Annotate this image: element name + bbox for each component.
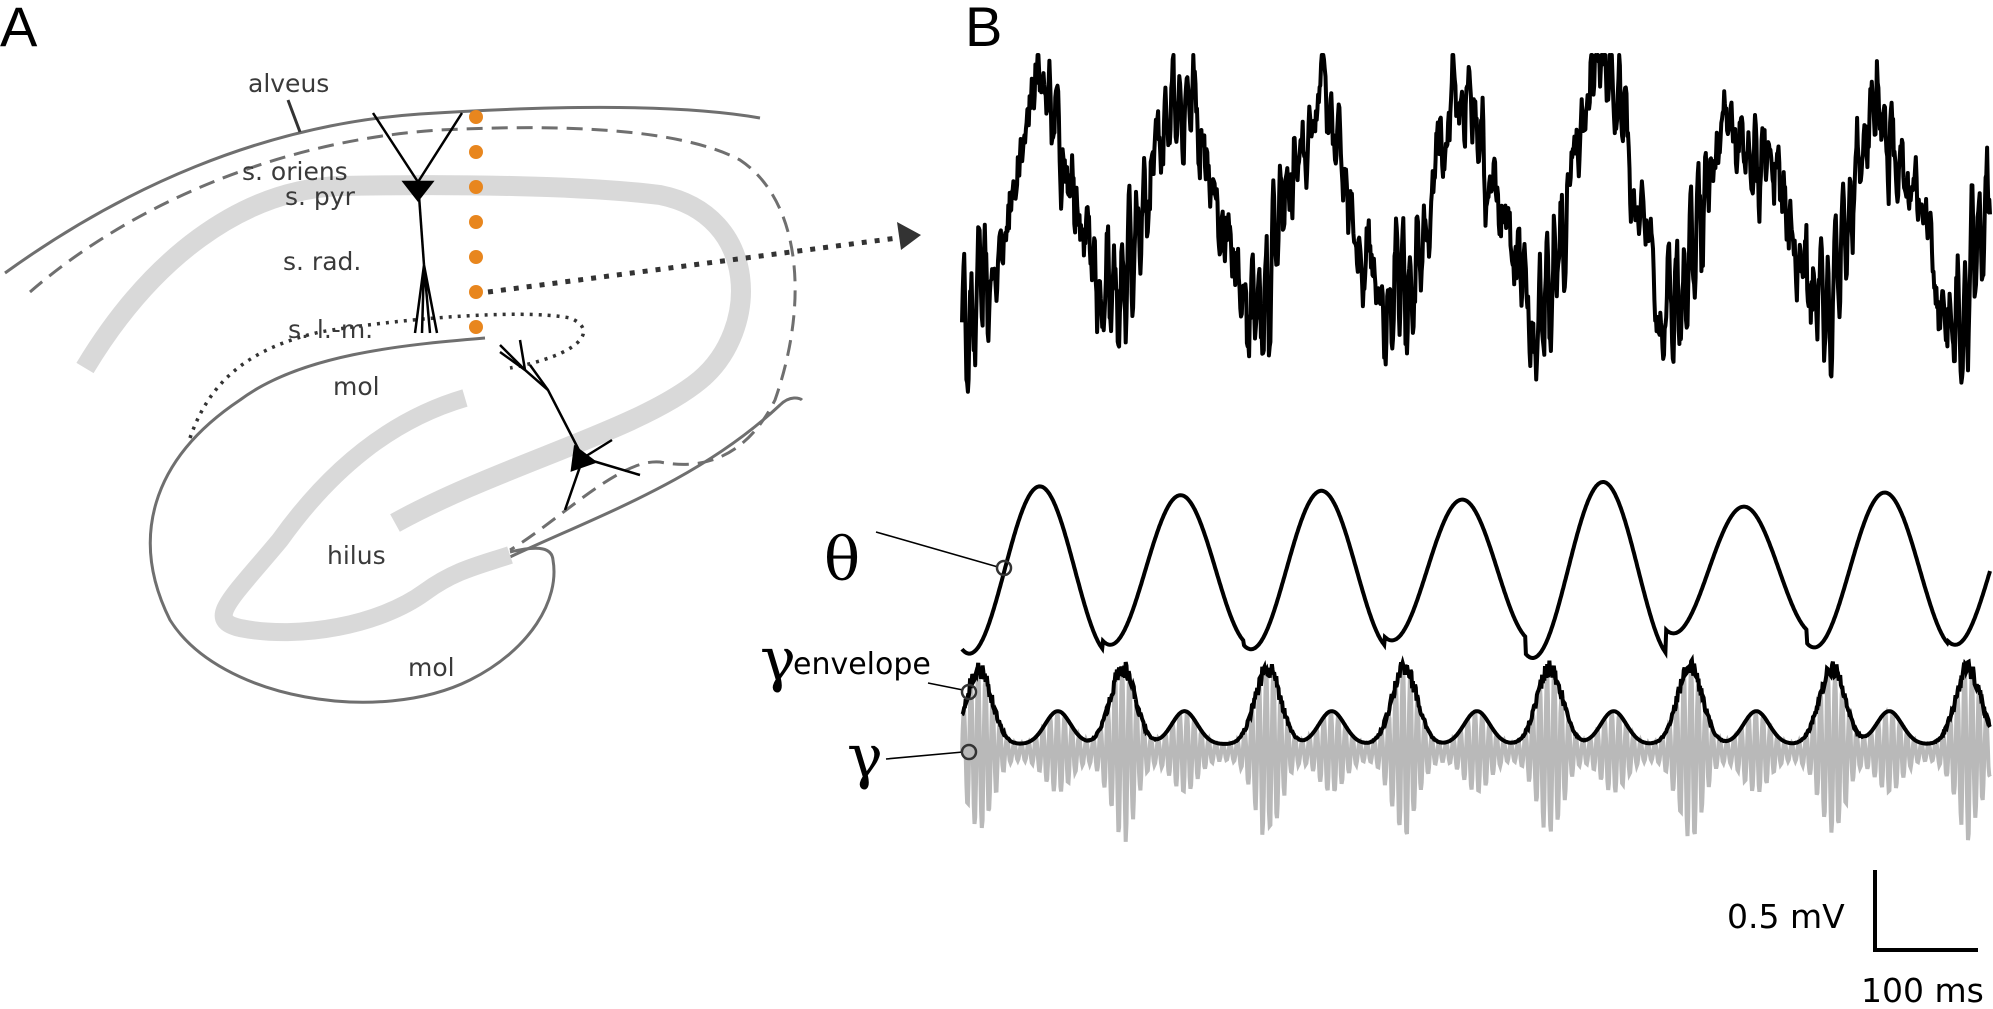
theta-trace (960, 480, 1992, 660)
gamma-marker (960, 743, 978, 761)
label-mol-lower: mol (408, 653, 455, 682)
electrode-contact (469, 110, 483, 124)
gamma-pointer (885, 751, 964, 760)
recording-arrow (487, 235, 898, 295)
electrode-contact (469, 285, 483, 299)
scale-bar: 0.5 mV 100 ms (1727, 870, 1984, 1009)
granule-cell-layer (214, 389, 513, 642)
gamma-envelope-marker (960, 683, 978, 701)
gamma-label: γ (847, 722, 883, 792)
electrode-contact (469, 145, 483, 159)
hippocampus-diagram: alveus s. oriens s. pyr s. rad. s. l.-m.… (4, 69, 921, 704)
scale-bar-lines (1873, 870, 1978, 952)
gamma-envelope-pointer (927, 682, 964, 691)
label-rad: s. rad. (283, 247, 361, 276)
dentate-neuron (499, 339, 641, 511)
label-pyr: s. pyr (285, 182, 356, 211)
electrode-contact (469, 180, 483, 194)
gamma-envelope-trace (960, 653, 1992, 746)
ca3-outline (509, 396, 804, 559)
alveus-pointer (286, 99, 302, 133)
label-alveus: alveus (248, 69, 329, 98)
electrode-array (469, 110, 483, 334)
dentate-outline (149, 336, 556, 704)
theta-marker (995, 559, 1013, 577)
electrode-contact (469, 250, 483, 264)
pyramidal-cell-layer (76, 175, 751, 532)
gamma-trace (960, 662, 1992, 842)
theta-label: θ (824, 525, 860, 595)
electrode-contact (469, 215, 483, 229)
label-lm: s. l.-m. (288, 315, 373, 344)
label-hilus: hilus (327, 541, 386, 570)
ca1-pyramidal-neuron (371, 112, 464, 334)
alveus-outline (4, 105, 761, 275)
gamma-envelope-subscript: envelope (793, 647, 931, 682)
scale-voltage-label: 0.5 mV (1727, 897, 1845, 936)
electrode-contact (469, 320, 483, 334)
label-oriens: s. oriens (242, 157, 348, 186)
raw-lfp-trace (960, 53, 1992, 394)
label-mol-upper: mol (333, 372, 380, 401)
scale-time-label: 100 ms (1861, 971, 1984, 1009)
panel-a-letter: A (0, 0, 38, 58)
arrow-head-icon (897, 222, 921, 250)
lm-dotted-boundary (188, 312, 586, 439)
oriens-boundary-dashed (29, 126, 797, 552)
theta-pointer (875, 531, 999, 568)
gamma-envelope-label: γ (760, 625, 796, 695)
panel-b-letter: B (965, 0, 1002, 58)
